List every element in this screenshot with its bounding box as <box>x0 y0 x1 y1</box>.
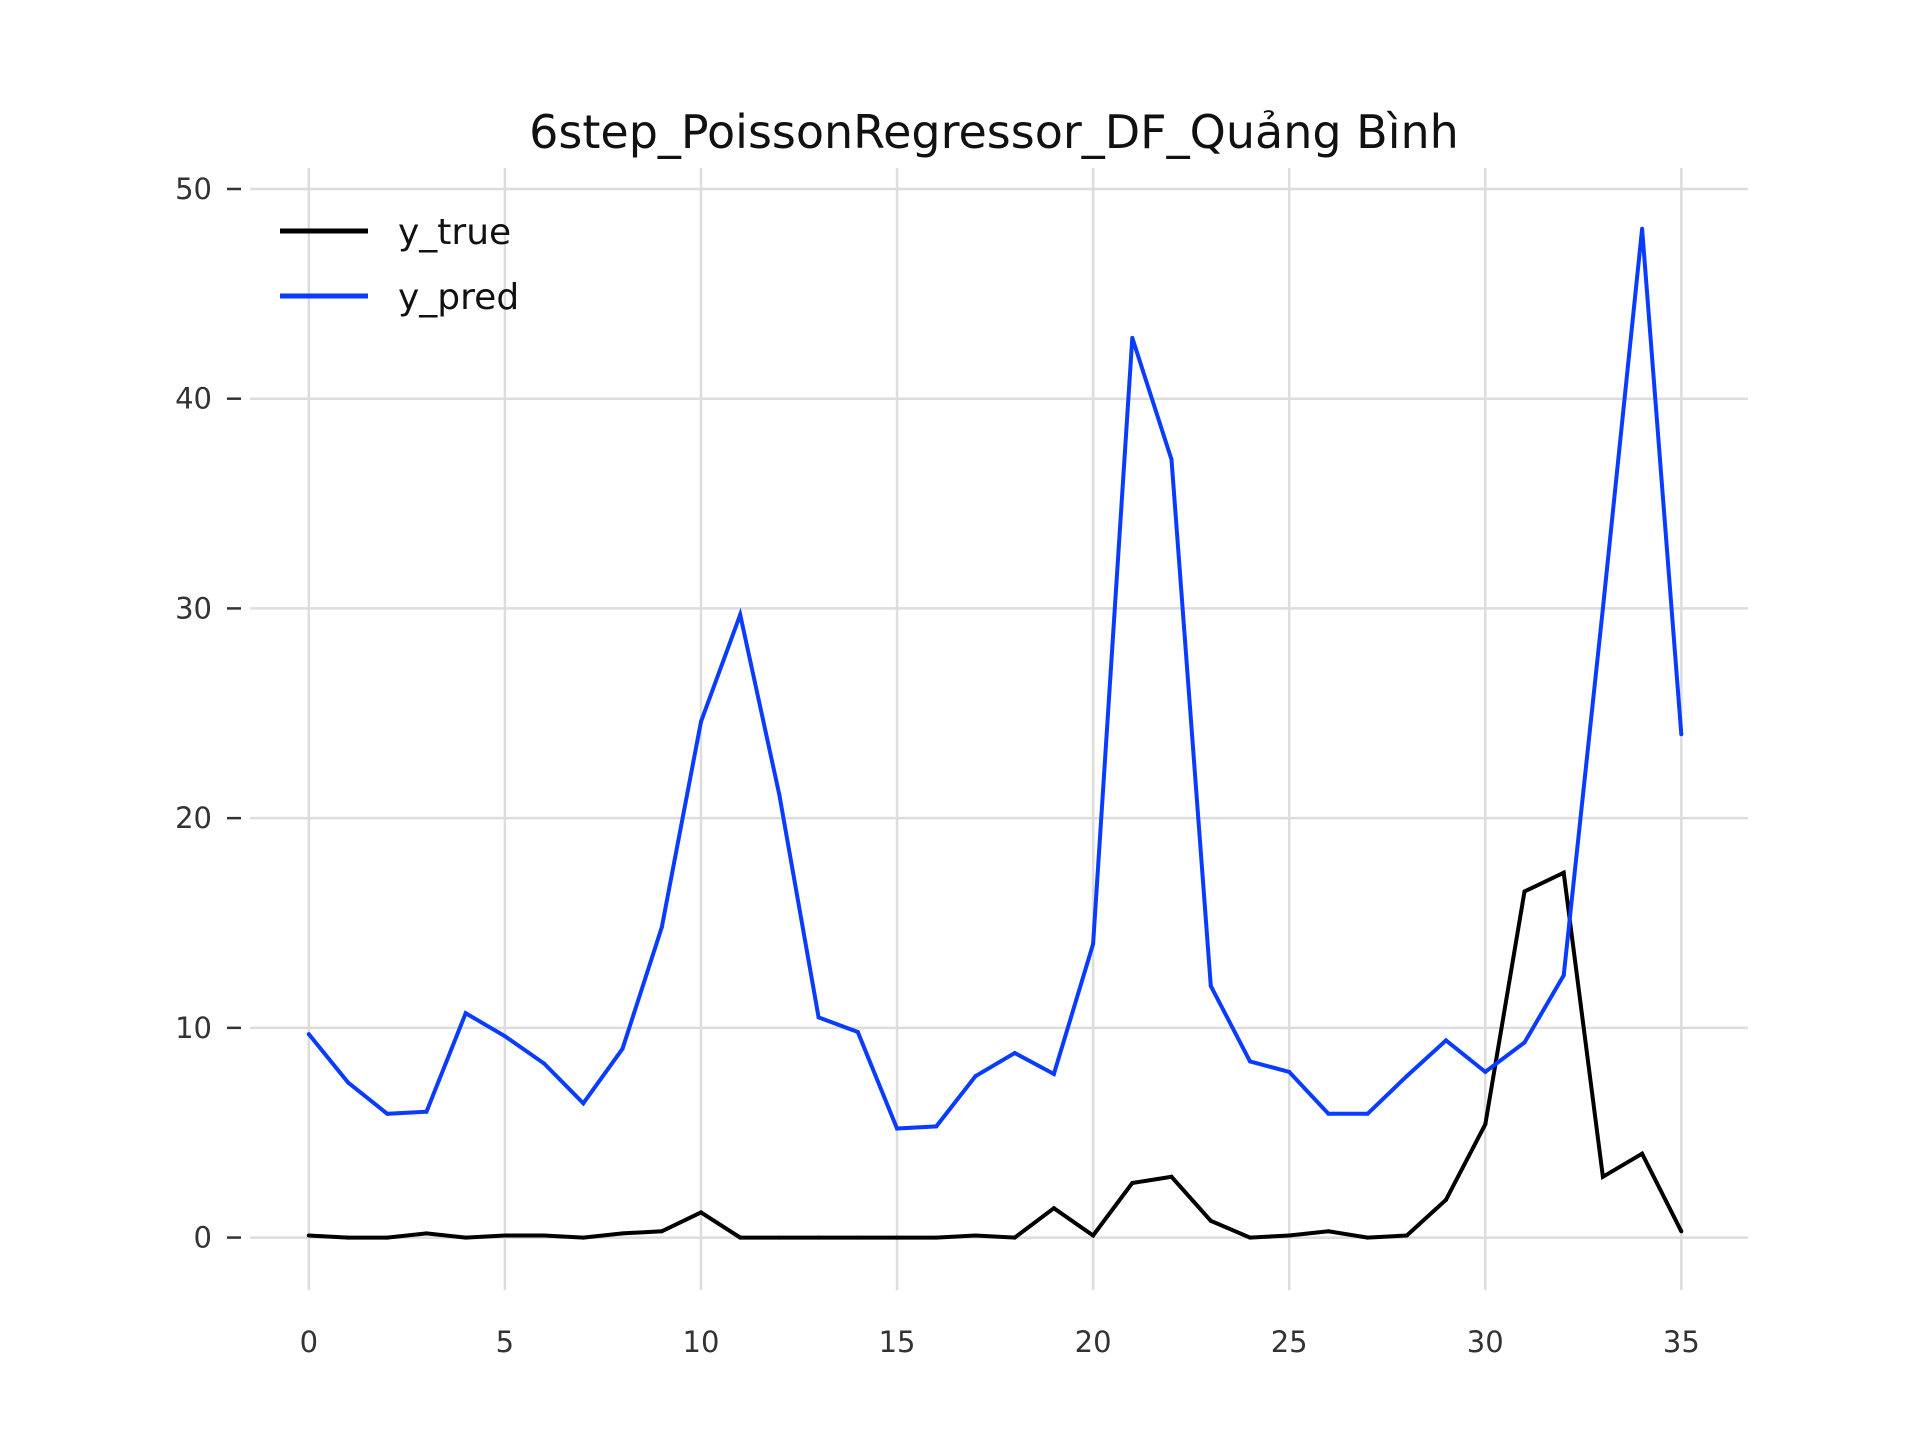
data-point-y-true <box>1640 1151 1645 1156</box>
legend-label-y-true: y_true <box>398 212 511 253</box>
data-point-y-true <box>306 1233 311 1238</box>
data-point-y-true <box>973 1233 978 1238</box>
data-point-y-true <box>620 1231 625 1236</box>
data-point-y-pred <box>777 793 782 798</box>
data-point-y-true <box>1130 1181 1135 1185</box>
x-tick-label: 15 <box>879 1325 916 1359</box>
legend: y_true y_pred <box>280 212 519 318</box>
data-point-y-true <box>1051 1206 1056 1211</box>
data-point-y-pred <box>1444 1038 1448 1043</box>
data-point-y-pred <box>1051 1072 1056 1076</box>
data-point-y-true <box>934 1235 939 1240</box>
x-tick-label: 30 <box>1467 1325 1504 1359</box>
data-point-y-true <box>385 1235 390 1240</box>
data-point-y-pred <box>816 1015 821 1020</box>
data-point-y-pred <box>1640 226 1645 231</box>
data-point-y-pred <box>1483 1069 1488 1074</box>
data-point-y-true <box>659 1229 664 1234</box>
data-point-y-pred <box>1404 1074 1409 1079</box>
data-point-y-true <box>1169 1174 1174 1179</box>
x-tick-label: 5 <box>496 1325 514 1359</box>
data-point-y-true <box>581 1235 586 1240</box>
data-point-y-pred <box>855 1030 860 1034</box>
data-point-y-pred <box>1600 606 1605 611</box>
data-point-y-true <box>1600 1174 1605 1179</box>
data-point-y-pred <box>895 1126 899 1131</box>
data-point-y-true <box>1365 1235 1370 1240</box>
data-point-y-true <box>738 1235 743 1240</box>
data-point-y-true <box>1483 1122 1488 1127</box>
data-point-y-pred <box>1248 1059 1252 1064</box>
data-point-y-pred <box>659 925 664 930</box>
data-point-y-true <box>816 1235 821 1240</box>
x-tick-label: 35 <box>1663 1325 1700 1359</box>
series-line-y-true <box>308 869 1684 1240</box>
y-tick-label: 0 <box>194 1221 212 1255</box>
data-point-y-pred <box>699 719 703 724</box>
data-point-y-true <box>1326 1229 1331 1234</box>
data-point-y-pred <box>620 1046 625 1051</box>
data-point-y-true <box>1248 1235 1252 1240</box>
data-point-y-true <box>1404 1233 1409 1238</box>
data-point-y-true <box>1012 1235 1017 1240</box>
data-point-y-true <box>1444 1197 1448 1202</box>
data-point-y-true <box>502 1233 507 1238</box>
data-point-y-true <box>855 1235 860 1240</box>
data-point-y-pred <box>1208 983 1213 988</box>
y-tick-label: 40 <box>175 382 212 416</box>
data-point-y-pred <box>1365 1111 1370 1116</box>
data-point-y-pred <box>973 1074 978 1079</box>
data-point-y-pred <box>306 1032 311 1037</box>
data-point-y-true <box>699 1210 703 1215</box>
data-point-y-pred <box>1679 732 1684 737</box>
data-point-y-pred <box>934 1124 939 1129</box>
data-point-y-pred <box>502 1034 507 1039</box>
data-point-y-pred <box>385 1111 390 1116</box>
x-tick-label: 25 <box>1271 1325 1308 1359</box>
y-tick-label: 50 <box>175 172 212 206</box>
y-tick-label: 10 <box>175 1011 212 1045</box>
data-point-y-true <box>895 1235 899 1240</box>
data-point-y-pred <box>738 612 743 617</box>
data-point-y-true <box>1208 1218 1213 1223</box>
data-point-y-true <box>1561 870 1566 875</box>
data-point-y-pred <box>581 1101 586 1106</box>
data-point-y-pred <box>463 1011 468 1016</box>
data-point-y-true <box>1091 1233 1096 1238</box>
data-point-y-pred <box>1091 942 1096 946</box>
data-point-y-pred <box>1130 335 1135 340</box>
data-point-y-true <box>1679 1229 1684 1234</box>
data-point-y-true <box>346 1235 350 1240</box>
series-line-y-pred <box>307 228 1684 1131</box>
grid-layer <box>250 168 1748 1290</box>
data-point-y-true <box>463 1235 468 1240</box>
legend-label-y-pred: y_pred <box>398 277 519 318</box>
data-point-y-pred <box>1287 1069 1292 1074</box>
x-tick-label: 10 <box>683 1325 720 1359</box>
data-point-y-pred <box>1012 1051 1017 1055</box>
data-point-y-pred <box>1522 1040 1527 1045</box>
y-tick-label: 20 <box>175 801 212 835</box>
data-point-y-pred <box>542 1061 547 1066</box>
series-layer <box>306 226 1684 1240</box>
y-tick-label: 30 <box>175 591 212 625</box>
data-point-y-pred <box>1326 1111 1331 1116</box>
axis-layer: 0 10 20 30 40 50 0 5 10 15 20 25 30 35 <box>175 172 1700 1359</box>
data-point-y-pred <box>1561 973 1566 978</box>
data-point-y-pred <box>346 1080 350 1085</box>
data-point-y-pred <box>1169 457 1174 462</box>
x-tick-label: 0 <box>300 1325 318 1359</box>
data-point-y-true <box>777 1235 782 1240</box>
chart-title: 6step_PoissonRegressor_DF_Quảng Bình <box>529 105 1459 159</box>
data-point-y-pred <box>424 1109 429 1114</box>
data-point-y-true <box>1287 1233 1292 1238</box>
data-point-y-true <box>542 1233 547 1238</box>
data-point-y-true <box>424 1231 429 1236</box>
data-point-y-true <box>1522 889 1527 894</box>
x-tick-label: 20 <box>1075 1325 1112 1359</box>
